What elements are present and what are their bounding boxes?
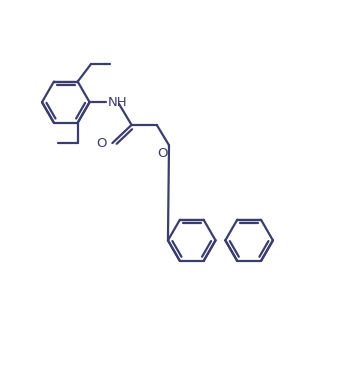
Text: O: O <box>157 147 167 160</box>
Text: O: O <box>96 137 106 150</box>
Text: NH: NH <box>108 96 127 109</box>
